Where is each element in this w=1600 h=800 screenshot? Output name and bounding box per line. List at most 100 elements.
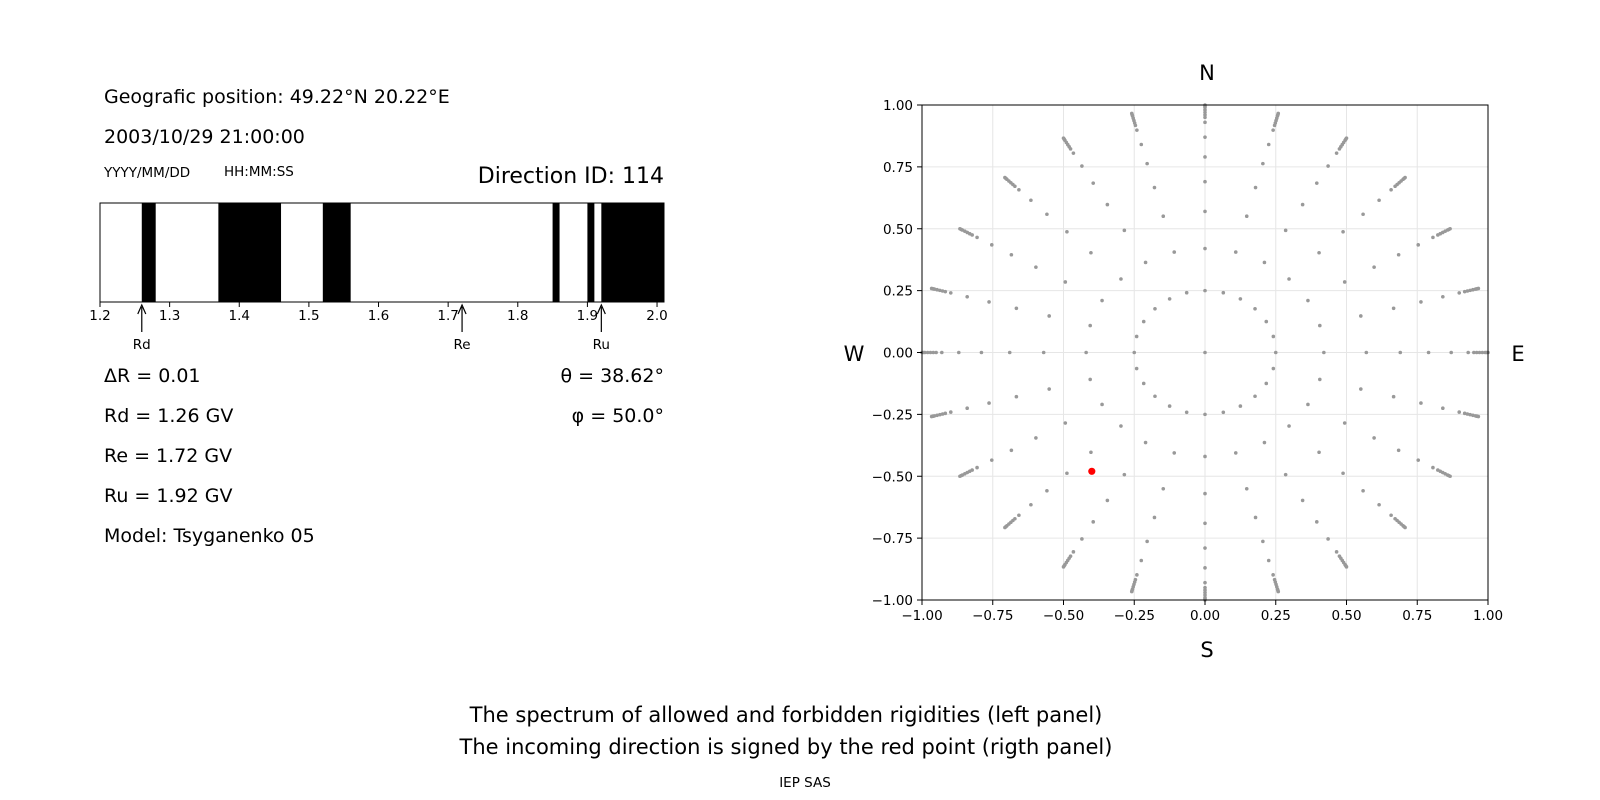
scatter-point bbox=[1372, 436, 1376, 440]
scatter-point bbox=[1135, 573, 1139, 577]
y-tick-label: 0.00 bbox=[883, 346, 913, 362]
scatter-point bbox=[948, 291, 953, 295]
caption-line-1: The spectrum of allowed and forbidden ri… bbox=[469, 703, 1103, 727]
scatter-point bbox=[1264, 319, 1269, 324]
compass-north: N bbox=[1199, 61, 1215, 85]
marker-re-label: Re bbox=[454, 337, 471, 353]
scatter-point bbox=[1167, 404, 1172, 408]
spectrum-tick-label: 1.9 bbox=[577, 308, 598, 324]
scatter-x-axis: −1.00 −0.75 −0.50 −0.25 0.00 0.25 0.50 0.75 1.00 bbox=[901, 600, 1503, 624]
scatter-point bbox=[1153, 306, 1157, 311]
scatter-point bbox=[1203, 566, 1207, 570]
scatter-point bbox=[1262, 440, 1267, 445]
delta-r: ΔR = 0.01 bbox=[104, 365, 201, 387]
scatter-point bbox=[1203, 588, 1207, 592]
scatter-point bbox=[1203, 454, 1207, 459]
scatter-point bbox=[1172, 250, 1177, 254]
scatter-point bbox=[1253, 515, 1258, 520]
direction-scatter: −1.00 −0.75 −0.50 −0.25 0.00 0.25 0.50 0.75 1.00… bbox=[872, 98, 1503, 624]
scatter-point bbox=[1300, 202, 1305, 207]
scatter-point bbox=[931, 350, 936, 355]
scatter-point bbox=[1233, 250, 1238, 254]
scatter-point bbox=[1266, 142, 1271, 147]
scatter-point bbox=[1122, 228, 1127, 233]
marker-rd-arrow bbox=[137, 303, 147, 315]
scatter-point bbox=[1047, 387, 1051, 391]
scatter-point bbox=[1426, 350, 1431, 355]
scatter-point bbox=[1152, 185, 1157, 190]
y-tick-label: 0.50 bbox=[883, 222, 913, 238]
scatter-point bbox=[1416, 243, 1421, 247]
spectrum-tick-label: 1.7 bbox=[437, 308, 458, 324]
direction-id: Direction ID: 114 bbox=[478, 164, 664, 189]
forbidden-interval-3 bbox=[552, 203, 560, 302]
compass-south: S bbox=[1200, 638, 1213, 662]
scatter-point bbox=[1161, 486, 1166, 491]
scatter-point bbox=[1253, 306, 1257, 311]
scatter-point bbox=[943, 289, 948, 294]
scatter-point bbox=[1244, 486, 1249, 491]
scatter-point bbox=[1132, 350, 1137, 355]
scatter-point bbox=[1274, 116, 1279, 121]
scatter-point bbox=[1399, 522, 1403, 526]
scatter-point bbox=[1004, 176, 1008, 181]
scatter-point bbox=[1264, 381, 1269, 386]
scatter-point bbox=[1203, 135, 1207, 139]
scatter-point bbox=[1139, 142, 1144, 147]
scatter-point bbox=[1276, 112, 1280, 117]
scatter-point bbox=[1449, 350, 1454, 355]
scatter-point bbox=[1457, 410, 1462, 414]
scatter-point bbox=[1045, 212, 1049, 217]
scatter-point bbox=[1088, 377, 1092, 382]
scatter-point bbox=[959, 473, 963, 478]
scatter-point bbox=[1431, 235, 1435, 240]
scatter-point bbox=[1389, 187, 1393, 192]
incoming-direction-point bbox=[1088, 467, 1096, 475]
scatter-point bbox=[1396, 448, 1401, 453]
scatter-point bbox=[1416, 458, 1421, 462]
scatter-point bbox=[1472, 350, 1476, 355]
date-format-label: YYYY/MM/DD bbox=[103, 165, 190, 181]
scatter-point bbox=[1139, 558, 1144, 563]
scatter-point bbox=[1203, 580, 1207, 585]
scatter-point bbox=[1141, 381, 1146, 386]
scatter-point bbox=[1377, 502, 1381, 507]
scatter-point bbox=[1273, 121, 1278, 125]
scatter-point bbox=[1342, 280, 1347, 284]
x-tick-label: 0.50 bbox=[1331, 608, 1361, 624]
compass-east: E bbox=[1511, 342, 1524, 366]
scatter-point bbox=[1143, 260, 1148, 265]
rd-value: Rd = 1.26 GV bbox=[104, 405, 233, 427]
scatter-point bbox=[1389, 513, 1393, 518]
scatter-point bbox=[989, 243, 994, 247]
scatter-point bbox=[1122, 472, 1127, 477]
scatter-point bbox=[1484, 350, 1489, 355]
scatter-point bbox=[1457, 291, 1462, 295]
scatter-point bbox=[1167, 297, 1172, 301]
scatter-point bbox=[1274, 584, 1279, 589]
scatter-point bbox=[1253, 394, 1257, 399]
scatter-point bbox=[1271, 366, 1276, 371]
scatter-point bbox=[1419, 300, 1423, 304]
scatter-point bbox=[1431, 465, 1435, 470]
scatter-point bbox=[921, 350, 926, 355]
scatter-point bbox=[1067, 144, 1071, 149]
scatter-point bbox=[1017, 513, 1021, 518]
scatter-point bbox=[1184, 290, 1189, 295]
scatter-point bbox=[1089, 450, 1093, 455]
scatter-point bbox=[1184, 410, 1189, 415]
scatter-point bbox=[1443, 229, 1447, 234]
scatter-point bbox=[1014, 394, 1019, 399]
x-tick-label: −0.50 bbox=[1043, 608, 1084, 624]
x-tick-label: 0.00 bbox=[1190, 608, 1220, 624]
re-value: Re = 1.72 GV bbox=[104, 445, 232, 467]
scatter-point bbox=[1317, 450, 1321, 455]
scatter-point bbox=[1011, 518, 1015, 523]
scatter-point bbox=[1441, 294, 1445, 299]
scatter-point bbox=[1080, 537, 1084, 541]
geo-position: Geografic position: 49.22°N 20.22°E bbox=[104, 86, 450, 108]
scatter-point bbox=[1233, 451, 1238, 455]
scatter-point bbox=[1203, 288, 1207, 293]
scatter-point bbox=[1105, 202, 1110, 207]
scatter-point bbox=[1064, 560, 1069, 565]
